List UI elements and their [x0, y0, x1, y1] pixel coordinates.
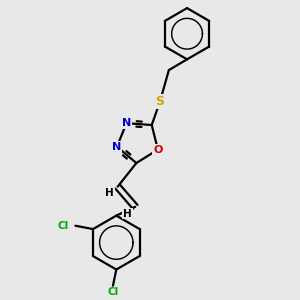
Text: N: N	[122, 118, 131, 128]
Text: N: N	[112, 142, 122, 152]
Text: H: H	[123, 209, 132, 219]
Text: S: S	[156, 94, 165, 108]
Text: H: H	[105, 188, 114, 198]
Text: Cl: Cl	[107, 287, 118, 297]
Text: Cl: Cl	[58, 221, 69, 231]
Text: O: O	[153, 145, 163, 154]
